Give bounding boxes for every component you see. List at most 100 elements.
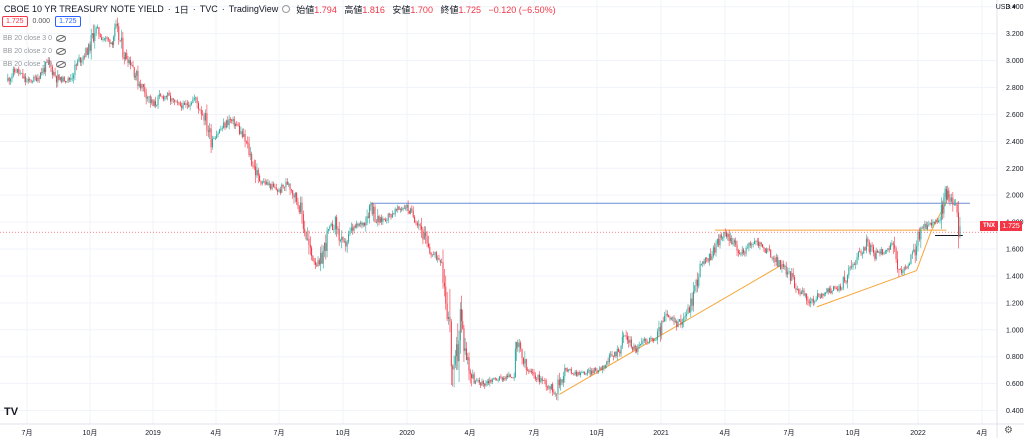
candle-body [895,248,897,260]
candle-body [68,77,70,80]
candle-body [253,166,255,168]
candle-body [819,296,821,298]
candle-body [390,213,392,218]
candle-body [749,242,751,246]
candle-body [352,227,354,231]
candle-body [572,373,574,375]
candle-body [906,267,908,269]
eye-off-icon[interactable] [56,61,67,68]
candle-body [59,77,61,80]
candle-body [529,370,531,372]
candle-body [647,342,649,344]
candle-body [928,224,930,226]
candle-body [662,320,664,322]
candle-body [375,221,377,223]
candle-body [619,351,621,354]
candle-body [949,197,951,202]
indicator-item[interactable]: BB 20 close 2 0 [3,45,67,58]
candle-body [618,348,620,352]
candle-body [894,244,896,249]
eye-off-icon[interactable] [56,35,67,42]
candle-body [313,260,315,262]
candle-body [810,301,812,304]
gear-icon[interactable]: ⚙ [1004,425,1013,436]
candle-body [206,113,208,131]
candle-body [36,77,38,82]
candle-body [301,202,303,215]
candle-body [842,277,844,288]
candle-body [707,258,709,262]
candle-body [626,336,628,341]
candle-body [500,376,502,378]
candle-body [268,183,270,185]
candle-body [163,96,164,100]
candle-body [831,290,833,294]
candle-body [233,119,235,126]
indicator-item[interactable]: BB 20 close 3 0 [3,32,67,45]
candle-body [19,73,21,74]
candle-body [780,260,782,270]
candle-body [716,239,718,244]
candle-body [106,37,108,39]
candle-body [659,327,661,335]
candle-body [58,74,60,80]
buy-button[interactable]: 1.725 [55,16,81,27]
candle-body [198,103,199,110]
candle-body [177,101,178,103]
x-tick-label: 2021 [653,430,669,437]
candle-body [311,247,313,257]
candle-body [389,213,391,215]
candle-body [339,239,341,241]
candle-body [261,182,263,184]
candle-body [589,369,591,375]
candle-body [530,370,532,372]
candle-body [747,247,749,249]
candle-body [699,264,701,278]
candle-body [484,384,486,386]
candle-body [99,34,101,38]
y-tick-label: 2.600 [1006,112,1024,119]
candle-body [322,250,324,264]
candle-body [395,209,397,211]
candle-body [771,257,773,259]
candle-body [804,293,806,296]
candle-body [357,223,359,226]
candle-body [835,288,837,290]
candle-body [369,205,371,218]
candle-body [360,222,362,225]
candle-body [271,183,273,189]
candle-body [241,131,243,137]
candle-body [868,241,870,252]
symbol-title[interactable]: CBOE 10 YR TREASURY NOTE YIELD [4,4,164,14]
candle-body [172,98,174,100]
x-tick-label: 10月 [590,429,605,437]
candle-body [585,373,587,375]
candle-body [553,392,555,394]
candle-body [545,380,547,387]
indicator-item[interactable]: BB 20 close 1 0 [3,58,67,71]
candle-body [839,285,841,290]
currency-selector[interactable]: USD ▾ [995,4,1016,11]
candle-body [803,290,805,296]
candle-body [726,232,728,237]
candle-body [147,97,149,99]
candle-body [507,375,509,377]
candle-body [229,119,231,120]
candle-body [412,210,414,217]
sell-button[interactable]: 1.725 [2,16,28,27]
candle-body [791,273,793,281]
candle-body [248,143,250,156]
candle-body [448,316,450,319]
tradingview-logo-icon[interactable]: TV [4,406,19,418]
y-tick-label: 0.600 [1006,381,1024,388]
candle-body [160,94,162,97]
candle-body [427,243,429,247]
candle-body [411,208,413,211]
candle-body [170,95,171,102]
candle-body [537,374,539,380]
candle-body [712,247,714,257]
eye-off-icon[interactable] [56,48,67,55]
interval-label[interactable]: 1日 [174,4,189,15]
price-axis: 3.400 3.200 3.000 2.800 2.600 2.400 2.200 2.000… [1006,4,1024,415]
